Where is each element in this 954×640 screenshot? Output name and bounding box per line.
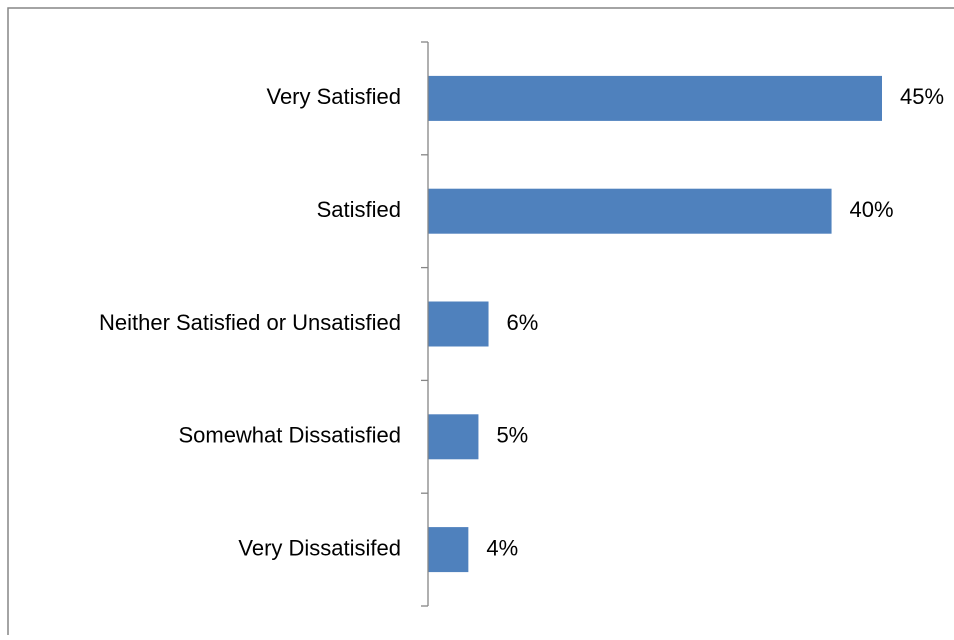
bars-layer: [428, 75, 882, 573]
bar: [428, 414, 479, 460]
category-label: Very Satisfied: [266, 84, 401, 109]
bar: [428, 188, 832, 234]
category-label: Satisfied: [317, 197, 401, 222]
labels-layer: Very Satisfied 45% Satisfied 40% Neither Sat…: [99, 84, 944, 560]
data-label: 5%: [496, 423, 528, 448]
data-label: 45%: [900, 84, 944, 109]
bar: [428, 301, 489, 347]
category-label: Somewhat Dissatisfied: [178, 423, 401, 448]
bar: [428, 527, 469, 573]
category-label: Very Dissatisifed: [238, 535, 401, 560]
data-label: 40%: [850, 197, 894, 222]
bar: [428, 75, 882, 121]
category-label: Neither Satisfied or Unsatisfied: [99, 310, 401, 335]
category-axis: [421, 41, 429, 607]
data-label: 4%: [486, 535, 518, 560]
data-label: 6%: [507, 310, 539, 335]
